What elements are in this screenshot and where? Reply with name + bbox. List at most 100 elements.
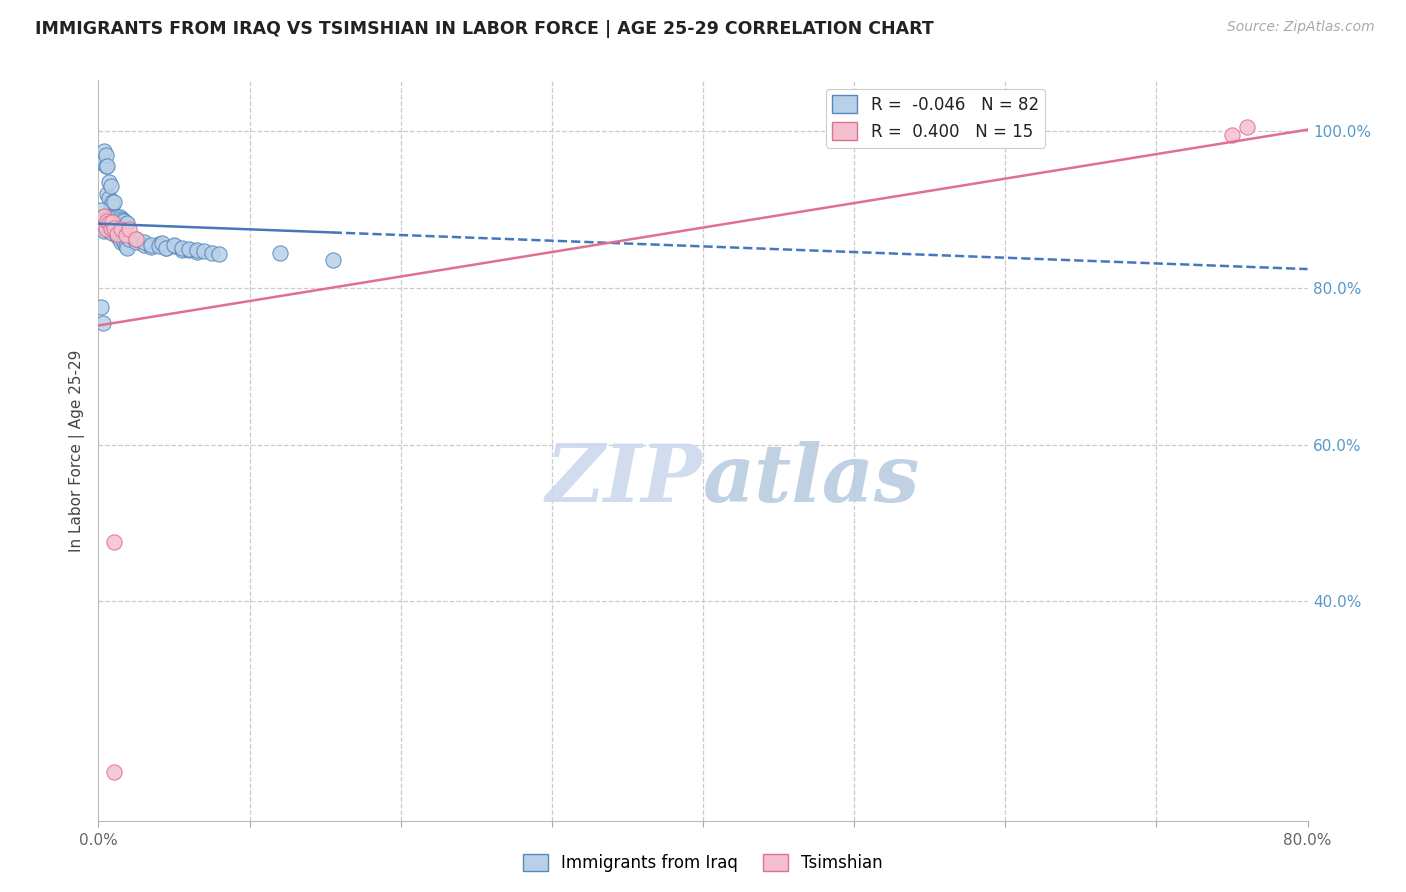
Point <box>90 301 112 315</box>
Point <box>104 211 127 225</box>
Point <box>105 211 128 225</box>
Point <box>107 230 129 244</box>
Point <box>170 241 193 255</box>
Point <box>269 245 291 260</box>
Point <box>125 235 148 250</box>
Point <box>201 245 224 260</box>
Point <box>103 211 125 225</box>
Point <box>155 241 177 255</box>
Point <box>115 241 138 255</box>
Point <box>103 194 125 209</box>
Point <box>193 244 215 258</box>
Point <box>103 534 125 549</box>
Point <box>105 227 128 241</box>
Point <box>208 247 231 261</box>
Point <box>155 241 177 255</box>
Point <box>141 240 163 254</box>
Point <box>96 186 118 201</box>
Point <box>103 219 125 234</box>
Point <box>110 217 132 231</box>
Point <box>132 237 155 252</box>
Point <box>1236 120 1258 135</box>
Point <box>100 199 122 213</box>
Point <box>163 237 186 252</box>
Point <box>94 211 117 226</box>
Point <box>110 235 132 250</box>
Point <box>115 216 138 230</box>
Point <box>111 218 134 232</box>
Point <box>101 194 124 209</box>
Point <box>170 243 193 257</box>
Point <box>93 209 115 223</box>
Point <box>94 160 117 174</box>
Point <box>100 220 122 235</box>
Point <box>105 227 128 242</box>
Point <box>94 219 117 234</box>
Point <box>1220 128 1243 142</box>
Point <box>107 218 129 232</box>
Point <box>108 232 131 246</box>
Text: ZIP: ZIP <box>546 442 703 519</box>
Point <box>96 160 118 174</box>
Text: IMMIGRANTS FROM IRAQ VS TSIMSHIAN IN LABOR FORCE | AGE 25-29 CORRELATION CHART: IMMIGRANTS FROM IRAQ VS TSIMSHIAN IN LAB… <box>35 20 934 37</box>
Point <box>186 244 208 259</box>
Point <box>103 223 125 237</box>
Point <box>103 214 125 228</box>
Point <box>96 214 118 228</box>
Point <box>98 225 121 239</box>
Point <box>148 239 170 253</box>
Legend: R =  -0.046   N = 82, R =  0.400   N = 15: R = -0.046 N = 82, R = 0.400 N = 15 <box>825 88 1045 147</box>
Point <box>98 175 121 189</box>
Point <box>110 222 132 236</box>
Point <box>98 191 121 205</box>
Point <box>105 216 128 230</box>
Point <box>93 225 115 239</box>
Point <box>100 179 122 194</box>
Point <box>107 214 129 228</box>
Point <box>100 222 122 236</box>
Point <box>101 199 124 213</box>
Point <box>179 244 201 258</box>
Point <box>141 237 163 252</box>
Point <box>96 221 118 235</box>
Text: atlas: atlas <box>703 442 921 519</box>
Point <box>112 235 135 250</box>
Point <box>179 242 201 256</box>
Point <box>96 216 118 230</box>
Point <box>150 236 173 251</box>
Point <box>101 215 124 229</box>
Point <box>114 227 136 242</box>
Point <box>103 221 125 235</box>
Point <box>91 222 114 236</box>
Point <box>112 214 135 228</box>
Point <box>118 232 141 246</box>
Point <box>111 212 134 227</box>
Point <box>91 211 114 225</box>
Point <box>148 237 170 252</box>
Point <box>114 238 136 252</box>
Point <box>94 222 117 236</box>
Text: Source: ZipAtlas.com: Source: ZipAtlas.com <box>1227 20 1375 34</box>
Point <box>93 218 115 232</box>
Point <box>125 232 148 246</box>
Point <box>101 226 124 240</box>
Point <box>132 235 155 250</box>
Y-axis label: In Labor Force | Age 25-29: In Labor Force | Age 25-29 <box>69 350 84 551</box>
Legend: Immigrants from Iraq, Tsimshian: Immigrants from Iraq, Tsimshian <box>515 846 891 880</box>
Point <box>104 214 127 228</box>
Point <box>104 225 127 239</box>
Point <box>94 147 117 161</box>
Point <box>118 222 141 236</box>
Point <box>98 216 121 230</box>
Point <box>110 211 132 226</box>
Point <box>91 216 114 230</box>
Point <box>186 244 208 258</box>
Point <box>91 316 114 330</box>
Point <box>98 219 121 234</box>
Point <box>90 202 112 217</box>
Point <box>322 252 344 267</box>
Point <box>125 232 148 246</box>
Point <box>108 211 131 225</box>
Point <box>103 765 125 780</box>
Point <box>163 238 186 252</box>
